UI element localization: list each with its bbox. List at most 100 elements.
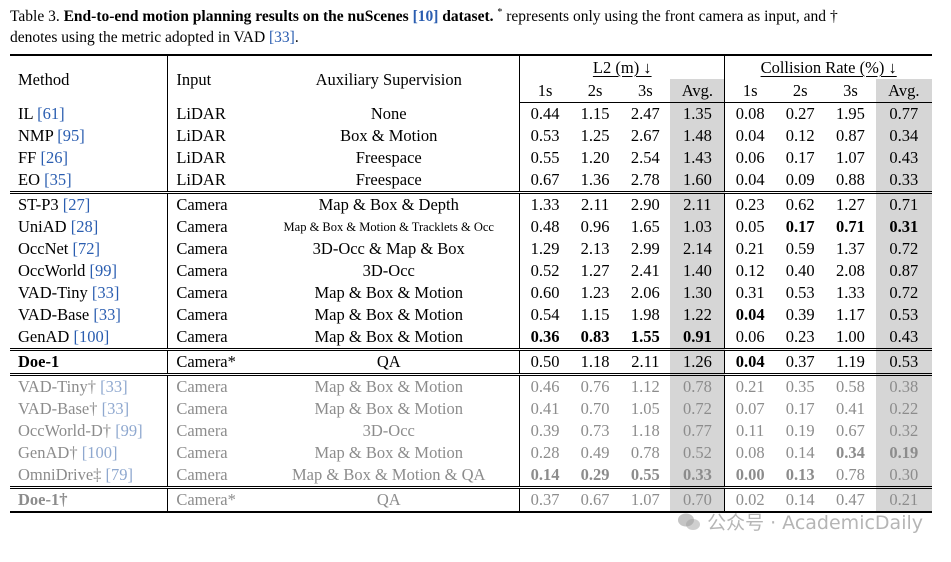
l2-value: 2.11 [620, 348, 671, 375]
citation-link[interactable]: [99] [89, 261, 118, 280]
method-cell: IL [61] [10, 102, 169, 125]
collision-value: 0.21 [724, 373, 776, 398]
citation-link[interactable]: [27] [62, 195, 91, 214]
input-cell: LiDAR [176, 126, 226, 145]
l2-value: 0.52 [670, 442, 726, 464]
l2-value: 2.14 [670, 238, 726, 260]
l2-value: 2.06 [630, 283, 660, 302]
sub-3s: 3s [825, 79, 876, 103]
collision-value: 0.53 [785, 283, 815, 302]
method-cell: VAD-Base† [33] [10, 398, 169, 420]
collision-value: 0.33 [875, 169, 932, 193]
collision-value: 0.78 [836, 465, 865, 484]
collision-value: 0.32 [875, 420, 932, 442]
citation-link[interactable]: [61] [37, 103, 65, 123]
aux-cell: Map & Box & Depth [258, 191, 521, 216]
l2-value: 0.46 [519, 373, 570, 398]
l2-value: 1.60 [670, 169, 726, 193]
citation-link[interactable]: [33] [93, 305, 121, 324]
l2-value: 0.37 [519, 486, 570, 513]
citation-link[interactable]: [33] [101, 399, 130, 418]
table-row: VAD-Tiny [33] Camera Map & Box & Motion 0.6… [10, 282, 932, 304]
l2-value: 0.44 [530, 104, 560, 123]
l2-value: 0.29 [580, 465, 610, 484]
citation-link[interactable]: [99] [115, 421, 143, 440]
collision-value: 0.47 [825, 486, 876, 513]
collision-value: 0.34 [836, 443, 865, 462]
aux-cell: Box & Motion [258, 125, 521, 147]
table-row: ST-P3 [27] Camera Map & Box & Depth 1.33 2.1… [10, 191, 932, 216]
collision-value: 0.27 [785, 104, 815, 123]
citation-link[interactable]: [26] [40, 148, 68, 167]
l2-value: 1.65 [630, 217, 660, 236]
aux-cell: QA [258, 348, 521, 375]
collision-value: 0.19 [875, 442, 932, 464]
l2-value: 1.48 [670, 125, 726, 147]
collision-value: 0.31 [735, 283, 765, 302]
collision-value: 0.09 [785, 170, 815, 189]
l2-value: 0.78 [670, 373, 726, 398]
l2-value: 1.29 [530, 239, 560, 258]
collision-value: 1.19 [825, 348, 876, 375]
method-cell: Doe-1† [10, 486, 169, 513]
table-row: OccNet [72] Camera 3D-Occ & Map & Box 1.29 2… [10, 238, 932, 260]
citation-link[interactable]: [100] [81, 443, 118, 462]
caption-cite[interactable]: [10] [412, 8, 439, 25]
l2-value: 1.98 [630, 305, 660, 324]
aux-cell: 3D-Occ & Map & Box [258, 238, 521, 260]
aux-cell: 3D-Occ [258, 260, 521, 282]
collision-value: 0.87 [875, 260, 932, 282]
citation-link[interactable]: [79] [105, 465, 134, 484]
citation-link[interactable]: [33] [91, 283, 120, 302]
table-row: Doe-1† Camera* QA 0.37 0.67 1.07 0.70 0.02 0.14 0… [10, 486, 932, 513]
collision-value: 1.95 [836, 104, 865, 123]
l2-value: 2.54 [630, 148, 660, 167]
input-cell: LiDAR [176, 148, 226, 167]
l2-value: 0.96 [580, 217, 610, 236]
table-row: VAD-Base† [33] Camera Map & Box & Motion 0.… [10, 398, 932, 420]
aux-cell: Freespace [258, 169, 521, 193]
citation-link[interactable]: [95] [57, 126, 85, 145]
l2-value: 0.70 [580, 399, 610, 418]
input-cell: Camera [176, 443, 228, 462]
l2-value: 0.67 [569, 486, 621, 513]
citation-link[interactable]: [100] [73, 327, 110, 346]
citation-link[interactable]: [33] [100, 377, 128, 396]
collision-value: 0.06 [735, 148, 765, 167]
l2-value: 1.55 [630, 327, 660, 346]
aux-cell: None [258, 102, 521, 125]
l2-value: 2.78 [630, 170, 660, 189]
results-table: Method Input Auxiliary Supervision L2 (m… [10, 54, 932, 513]
sub-3s: 3s [620, 79, 671, 103]
sub-avg: Avg. [875, 79, 932, 103]
collision-value: 0.04 [724, 348, 776, 375]
citation-link[interactable]: [72] [72, 239, 101, 258]
l2-value: 0.54 [530, 305, 560, 324]
l2-value: 0.67 [530, 170, 560, 189]
collision-value: 0.17 [785, 399, 815, 418]
l2-value: 1.15 [580, 305, 610, 324]
citation-link[interactable]: [35] [44, 170, 72, 189]
collision-value: 0.00 [735, 465, 765, 484]
input-cell: Camera [176, 217, 228, 236]
table-row: GenAD [100] Camera Map & Box & Motion 0.36 0… [10, 326, 932, 350]
l2-value: 1.22 [670, 304, 726, 326]
aux-cell: Map & Box & Motion [258, 398, 521, 420]
citation-link[interactable]: [28] [70, 217, 99, 236]
aux-cell: Map & Box & Motion [258, 304, 521, 326]
l2-value: 1.26 [670, 348, 726, 375]
caption-cite-vad[interactable]: [33] [269, 29, 295, 46]
collision-value: 0.30 [875, 464, 932, 488]
collision-value: 0.43 [875, 326, 932, 350]
l2-value: 1.40 [670, 260, 726, 282]
collision-value: 0.02 [724, 486, 776, 513]
input-cell: Camera* [167, 348, 259, 375]
l2-value: 0.78 [630, 443, 660, 462]
collision-value: 0.88 [836, 170, 865, 189]
collision-value: 0.13 [785, 465, 815, 484]
input-cell: Camera [176, 399, 228, 418]
l2-value: 0.14 [530, 465, 560, 484]
collision-value: 1.37 [836, 239, 865, 258]
collision-value: 0.14 [775, 486, 826, 513]
collision-value: 1.00 [836, 327, 865, 346]
